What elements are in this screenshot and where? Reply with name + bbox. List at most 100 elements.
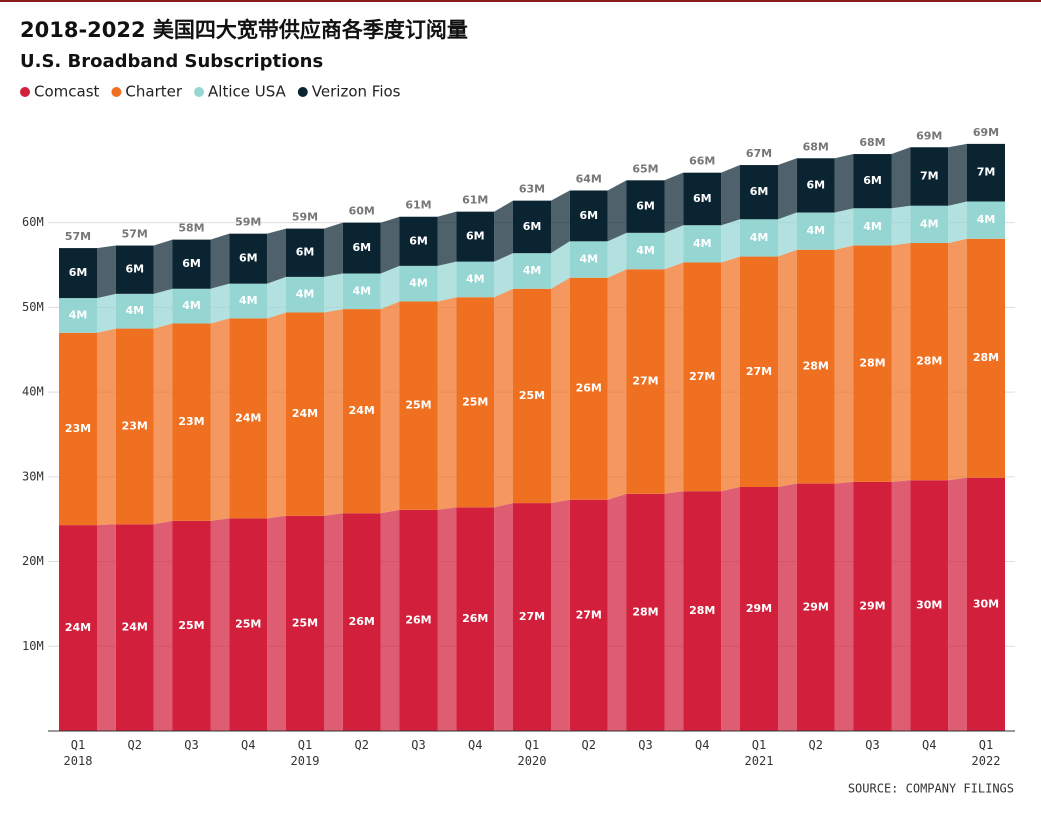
total-label: 59M	[235, 216, 261, 229]
data-label: 6M	[69, 266, 88, 279]
connector	[948, 143, 967, 206]
bar-segment	[286, 228, 324, 277]
data-label: 4M	[125, 304, 144, 317]
bar-segment	[115, 245, 154, 294]
data-label: 6M	[125, 263, 144, 276]
chart-subtitle: U.S. Broadband Subscriptions	[20, 51, 323, 72]
data-label: 27M	[576, 608, 602, 621]
data-label: 6M	[409, 234, 428, 247]
legend-label: Altice USA	[208, 83, 287, 101]
connector	[97, 328, 116, 526]
bar-segment	[456, 211, 495, 262]
connector	[267, 515, 286, 731]
data-label: 6M	[352, 241, 371, 254]
data-label: 6M	[182, 257, 201, 270]
total-label: 57M	[122, 228, 148, 241]
connector	[721, 487, 740, 731]
data-label: 26M	[576, 382, 602, 395]
bar-segment	[115, 524, 154, 731]
data-label: 25M	[292, 616, 318, 629]
bar-segment	[740, 487, 778, 731]
total-label: 69M	[916, 129, 942, 142]
bar-segment	[910, 205, 949, 243]
data-label: 4M	[466, 272, 485, 285]
bar-segment	[399, 265, 438, 302]
connector	[437, 297, 457, 510]
connector	[551, 241, 570, 289]
bar-segment	[286, 276, 324, 313]
connector	[153, 288, 173, 329]
connector	[380, 301, 400, 514]
data-label: 30M	[973, 597, 999, 610]
data-label: 4M	[296, 288, 315, 301]
connector	[664, 225, 684, 270]
total-label: 61M	[462, 194, 488, 207]
x-tick-label: Q4	[468, 738, 482, 752]
bar-segment	[399, 509, 438, 731]
bar-segment	[172, 520, 211, 731]
bar-segment	[286, 312, 324, 516]
bar-segment	[513, 288, 551, 504]
connector	[437, 261, 457, 302]
legend-label: Verizon Fios	[312, 83, 401, 101]
connector	[97, 524, 116, 731]
data-label: 26M	[349, 615, 375, 628]
bar-segment	[967, 201, 1005, 239]
total-label: 66M	[689, 155, 715, 168]
connector	[607, 180, 627, 242]
data-label: 24M	[292, 407, 318, 420]
bar-segment	[910, 480, 949, 731]
total-label: 59M	[292, 211, 318, 224]
x-tick-label: Q4	[695, 738, 709, 752]
connector	[664, 172, 684, 233]
y-tick-label: 40M	[22, 385, 44, 399]
data-label: 7M	[920, 169, 939, 182]
bar-segment	[796, 249, 835, 484]
legend-label: Comcast	[34, 83, 100, 101]
y-tick-label: 60M	[22, 215, 44, 229]
data-label: 25M	[462, 395, 488, 408]
bar-segment	[59, 525, 97, 731]
bar-segment	[59, 248, 97, 299]
bar-segment	[229, 518, 268, 731]
connector	[267, 228, 286, 284]
connector	[664, 491, 684, 731]
bar-segment	[229, 318, 268, 519]
connector	[153, 323, 173, 525]
connector	[778, 212, 797, 257]
bar-segment	[626, 232, 665, 270]
data-label: 23M	[178, 415, 204, 428]
bar-segment	[967, 238, 1005, 478]
x-tick-label: Q3	[638, 738, 652, 752]
bar-segment	[853, 481, 892, 731]
bar-segment	[172, 323, 211, 521]
connector	[437, 211, 457, 266]
connector	[891, 480, 911, 731]
connector	[778, 249, 797, 487]
data-label: 4M	[579, 253, 598, 266]
data-label: 6M	[806, 178, 825, 191]
data-label: 29M	[859, 599, 885, 612]
x-tick-label: Q1 2021	[745, 738, 774, 768]
connector	[607, 493, 627, 731]
data-label: 6M	[579, 209, 598, 222]
connector	[551, 277, 570, 504]
data-label: 27M	[632, 375, 658, 388]
total-label: 67M	[746, 147, 772, 160]
data-label: 4M	[352, 284, 371, 297]
connector	[607, 269, 627, 500]
total-label: 57M	[65, 230, 91, 243]
bar-segment	[683, 172, 722, 226]
bar-segment	[172, 288, 211, 324]
connector	[721, 165, 740, 226]
total-label: 68M	[859, 136, 885, 149]
bar-segment	[513, 503, 551, 731]
connector	[210, 318, 230, 521]
x-tick-label: Q2	[355, 738, 369, 752]
bar-segment	[796, 158, 835, 213]
bar-segment	[569, 190, 608, 242]
bar-segment	[286, 515, 324, 731]
data-label: 23M	[122, 419, 148, 432]
bar-segment	[740, 165, 778, 220]
data-label: 4M	[409, 277, 428, 290]
